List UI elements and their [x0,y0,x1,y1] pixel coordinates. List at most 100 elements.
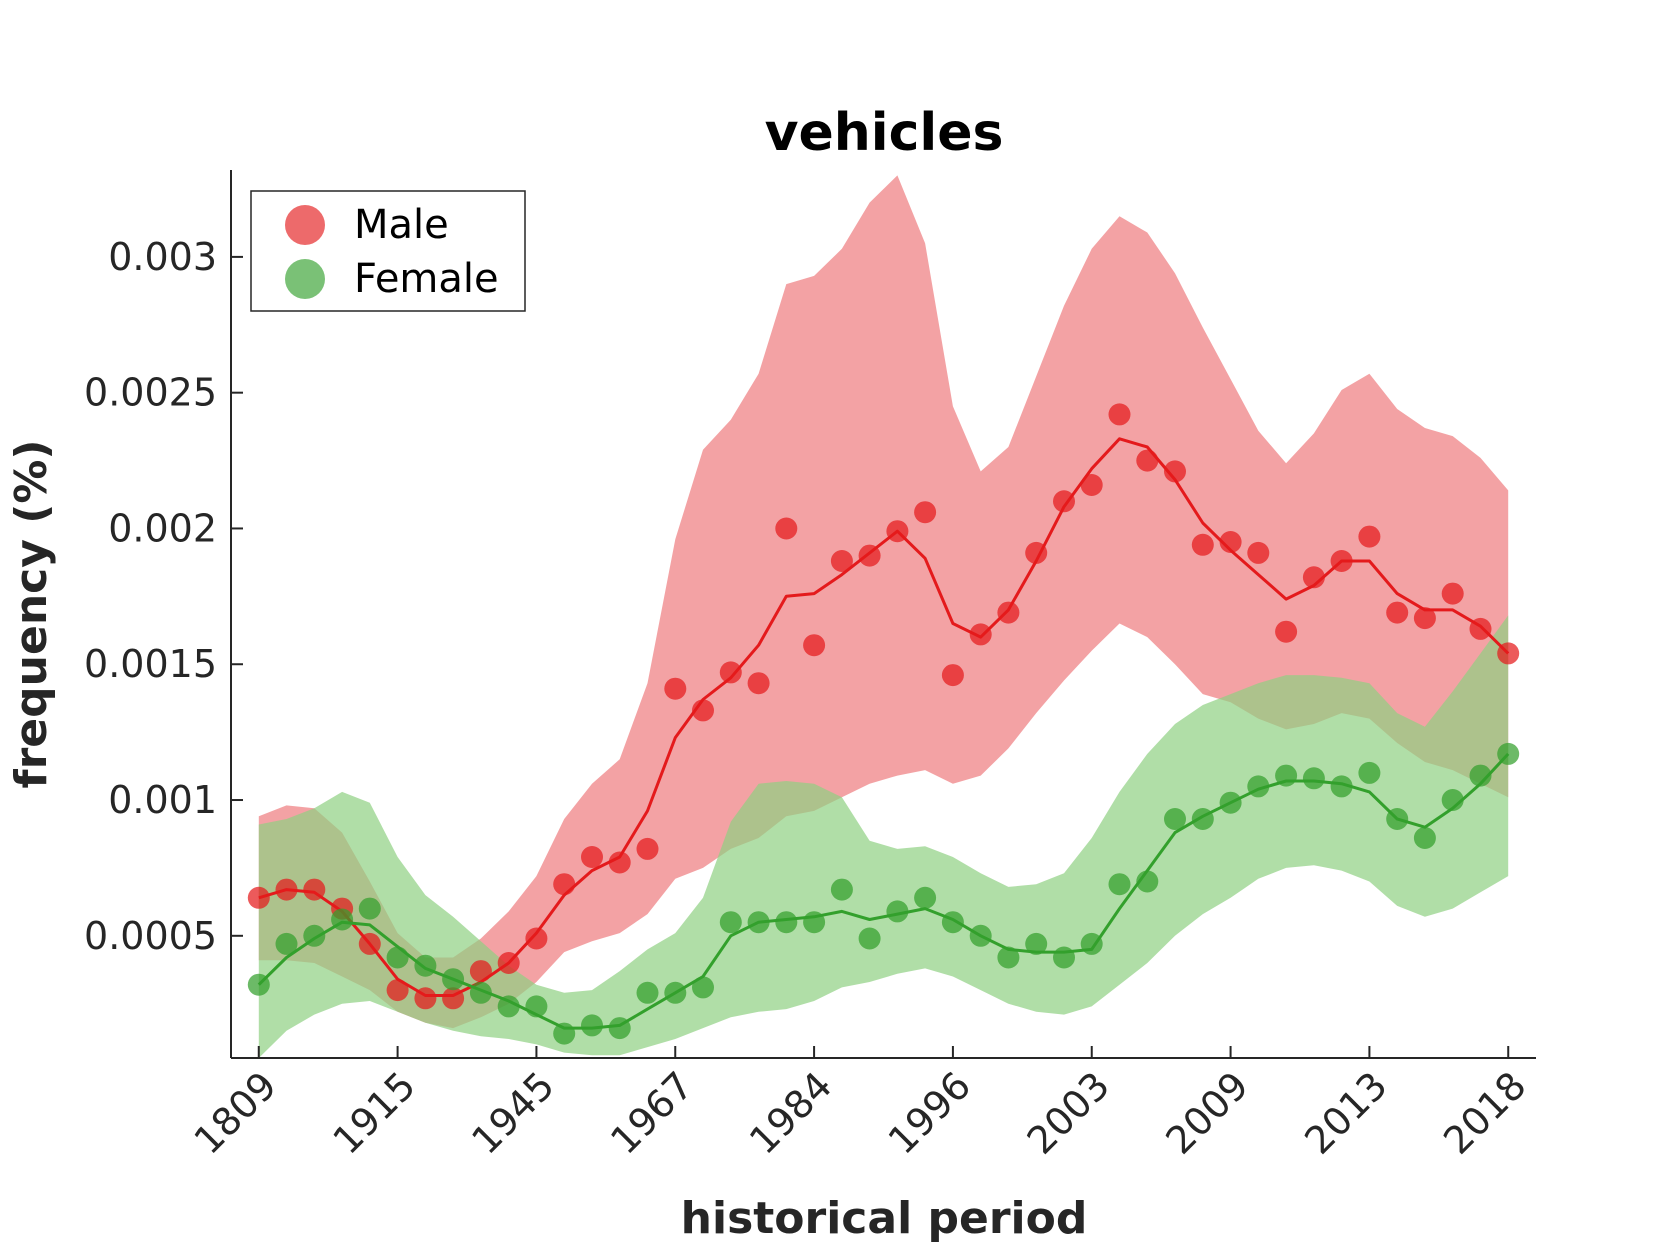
female-point-36 [1247,775,1270,798]
male-point-15 [664,677,687,700]
male-point-16 [692,699,714,722]
male-point-29 [1053,490,1075,513]
plot-area [247,175,1520,1058]
male-confidence-band [258,175,1509,1029]
female-point-23 [886,900,909,923]
legend-label-male: Male [354,202,449,248]
female-point-10 [525,995,548,1018]
female-point-21 [830,878,853,901]
male-point-14 [636,837,659,860]
male-point-17 [719,661,742,684]
female-point-8 [469,981,492,1004]
y-tick-label: 0.002 [108,506,217,550]
male-point-10 [525,927,548,950]
male-point-25 [941,664,964,687]
male-point-40 [1358,525,1381,548]
male-point-13 [608,851,631,874]
male-point-20 [803,634,826,657]
chart-title: vehicles [765,103,1004,163]
male-point-7 [442,987,465,1010]
female-point-45 [1497,742,1520,765]
y-axis-label: frequency (%) [6,439,57,788]
male-point-26 [969,623,992,646]
male-point-34 [1191,533,1214,556]
male-point-35 [1219,531,1242,553]
male-point-31 [1108,403,1131,426]
male-point-32 [1136,449,1159,472]
female-point-30 [1080,932,1103,955]
male-point-27 [997,601,1020,624]
trend-lines [257,437,1510,1030]
female-point-17 [719,911,742,934]
male-point-42 [1413,607,1436,630]
male-point-24 [914,501,937,524]
legend-marker-male [285,205,325,245]
male-point-38 [1302,566,1325,589]
y-tick-label: 0.0025 [84,371,217,415]
female-point-9 [497,995,520,1018]
male-point-9 [497,952,520,974]
male-point-44 [1469,617,1492,640]
male-point-37 [1275,620,1298,643]
confidence-bands [258,175,1509,1058]
male-point-22 [858,544,881,567]
female-point-7 [442,968,465,991]
female-point-25 [941,911,964,934]
male-point-30 [1080,474,1103,496]
female-point-27 [997,946,1020,969]
male-point-39 [1330,550,1353,572]
female-point-26 [969,924,992,947]
x-axis-label: historical period [681,1193,1088,1244]
male-point-6 [414,987,437,1010]
female-point-12 [581,1014,603,1037]
female-point-18 [747,911,770,934]
female-point-44 [1469,764,1492,787]
female-trend-line [257,752,1510,1030]
female-point-11 [553,1022,576,1045]
data-points [247,403,1520,1045]
y-ticks: 0.0005 0.001 0.0015 0.002 0.0025 0.003 [84,235,243,958]
legend-marker-female [285,259,325,299]
male-point-43 [1441,582,1464,605]
male-point-1 [275,878,298,901]
female-point-28 [1025,932,1048,955]
male-point-36 [1247,541,1270,564]
female-point-37 [1275,764,1298,787]
female-point-33 [1164,808,1186,830]
male-point-45 [1497,642,1520,665]
female-point-2 [303,924,326,947]
y-tick-label: 0.003 [108,235,217,279]
male-point-5 [386,979,409,1002]
y-tick-label: 0.0005 [84,914,217,958]
legend: Male Female [250,190,526,312]
male-point-23 [886,520,909,543]
legend-label-female: Female [354,256,499,302]
female-point-32 [1136,870,1159,893]
female-confidence-band [258,615,1509,1058]
female-point-31 [1108,873,1131,896]
male-point-11 [553,873,576,896]
female-point-39 [1330,775,1353,798]
male-point-0 [247,886,270,909]
female-point-5 [386,946,409,969]
female-point-19 [775,911,798,934]
male-point-21 [830,550,853,572]
female-point-41 [1386,808,1409,830]
female-point-35 [1219,791,1242,814]
female-point-22 [858,927,881,950]
male-point-4 [358,932,381,955]
female-point-13 [608,1017,631,1040]
y-tick-label: 0.001 [108,778,217,822]
female-point-43 [1441,789,1464,811]
male-point-41 [1386,601,1409,624]
female-point-42 [1413,827,1436,849]
male-point-33 [1164,460,1186,483]
y-tick-label: 0.0015 [84,642,217,686]
male-point-2 [303,878,326,901]
female-point-15 [664,981,687,1004]
female-point-4 [358,897,381,920]
male-point-8 [469,960,492,983]
female-point-0 [247,973,270,996]
female-point-24 [914,886,937,909]
